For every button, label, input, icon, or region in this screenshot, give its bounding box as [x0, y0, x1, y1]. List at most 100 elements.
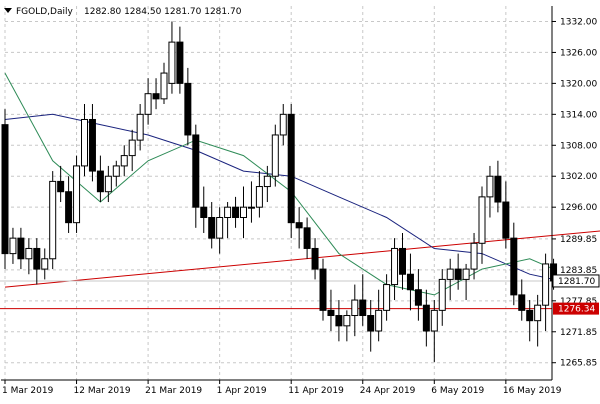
candle: [359, 274, 367, 326]
candle-body-bullish: [224, 206, 232, 219]
candle-body-bullish: [168, 41, 176, 84]
candle-body-bearish: [96, 170, 104, 193]
candle-body-bullish: [470, 242, 478, 270]
candle: [311, 238, 319, 280]
candle-body-bearish: [399, 247, 406, 275]
candle-body-bullish: [112, 165, 120, 177]
candle-body-bearish: [526, 309, 534, 322]
candle: [41, 248, 49, 280]
candle-body-bullish: [391, 247, 399, 286]
x-tick-label: 1 Apr 2019: [217, 386, 267, 396]
candle: [263, 165, 271, 203]
candle-body-bearish: [287, 113, 295, 224]
candle: [224, 202, 232, 239]
x-tick-label: 12 Mar 2019: [74, 386, 131, 396]
candle: [216, 207, 224, 254]
candle: [96, 155, 104, 203]
candle: [184, 67, 192, 146]
candle: [454, 253, 462, 290]
candle-body-bullish: [104, 175, 112, 193]
candle-body-bullish: [446, 268, 454, 280]
candle: [295, 207, 303, 249]
candle-body-bearish: [406, 273, 414, 291]
candle: [65, 176, 73, 233]
candle-body-bearish: [1, 124, 9, 255]
candle: [399, 232, 406, 290]
candle-body-bullish: [542, 263, 550, 306]
candle-body-bearish: [311, 247, 319, 270]
current-price-label: 1281.70: [558, 277, 595, 287]
candle-body-bearish: [414, 289, 422, 306]
candle: [255, 171, 263, 218]
candle-body-bullish: [9, 237, 17, 255]
candle-body-bullish: [478, 196, 486, 244]
candle: [351, 284, 359, 337]
y-tick-label: 1326.00: [560, 48, 597, 58]
candle: [128, 129, 136, 172]
x-tick-label: 24 Apr 2019: [360, 386, 416, 396]
candle: [232, 196, 240, 228]
candle: [502, 181, 510, 249]
candle-body-bearish: [65, 191, 73, 224]
candle-body-bearish: [17, 237, 25, 260]
candle: [430, 300, 438, 362]
current-price-box: [552, 274, 600, 288]
candle-body-bullish: [462, 268, 470, 280]
candle: [81, 104, 88, 177]
candle-body-bullish: [73, 165, 81, 224]
candle: [510, 222, 518, 306]
y-tick-label: 1314.00: [560, 110, 597, 120]
candle-body-bullish: [534, 304, 542, 322]
x-tick-label: 6 May 2019: [431, 386, 484, 396]
x-tick-label: 1 Mar 2019: [2, 386, 54, 396]
candle: [526, 300, 534, 342]
candle-body-bullish: [120, 155, 128, 167]
axes: 1332.00 1326.00 1320.00 1314.00 1308.00 1302.…: [1, 6, 600, 396]
candle: [470, 232, 478, 280]
candle: [383, 274, 391, 321]
y-tick-label: 1277.85: [560, 297, 597, 307]
candle: [136, 104, 144, 151]
candle: [1, 109, 9, 270]
trendline: [4, 230, 600, 288]
candle-body-bullish: [430, 309, 438, 332]
candle-body-bullish: [25, 247, 33, 260]
candle-body-bullish: [255, 186, 263, 208]
candle: [335, 300, 343, 342]
candle: [176, 26, 184, 94]
candle-body-bullish: [247, 206, 255, 209]
candle-body-bearish: [502, 201, 510, 239]
candle-body-bearish: [33, 247, 41, 270]
candle: [446, 258, 454, 301]
y-tick-label: 1320.00: [560, 79, 597, 89]
candle: [247, 181, 255, 223]
candle: [152, 78, 160, 110]
candle: [478, 186, 486, 264]
candle-body-bullish: [41, 258, 49, 270]
candle-body-bearish: [319, 268, 327, 311]
x-tick-label: 21 Mar 2019: [145, 386, 202, 396]
candle: [367, 300, 375, 352]
candle-body-bullish: [136, 113, 144, 141]
x-tick-label: 11 Apr 2019: [288, 386, 344, 396]
candle: [9, 227, 17, 264]
candle: [160, 62, 168, 105]
candle-body-bullish: [144, 93, 152, 115]
y-tick-label: 1289.85: [560, 235, 597, 245]
candle-body-bullish: [263, 175, 271, 188]
candle: [327, 289, 335, 331]
y-tick-label: 1283.85: [560, 266, 597, 276]
x-tick-label: 16 May 2019: [503, 386, 562, 396]
candle-body-bearish: [192, 134, 200, 208]
candle-body-bearish: [518, 294, 526, 311]
candle: [375, 289, 383, 342]
ohlc-label: 1282.80 1284.50 1281.70 1281.70: [84, 7, 242, 17]
candle-body-bearish: [152, 93, 160, 100]
candle-body-bullish: [240, 206, 247, 219]
candle: [88, 104, 96, 182]
candle-body-bullish: [81, 118, 88, 167]
candle-body-bullish: [216, 217, 224, 239]
candle-body-bearish: [454, 268, 462, 280]
candle-body-bullish: [271, 134, 279, 177]
